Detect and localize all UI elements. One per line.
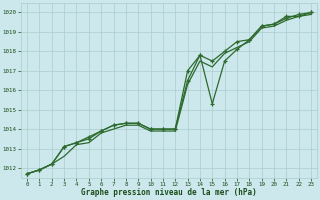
X-axis label: Graphe pression niveau de la mer (hPa): Graphe pression niveau de la mer (hPa): [81, 188, 257, 197]
